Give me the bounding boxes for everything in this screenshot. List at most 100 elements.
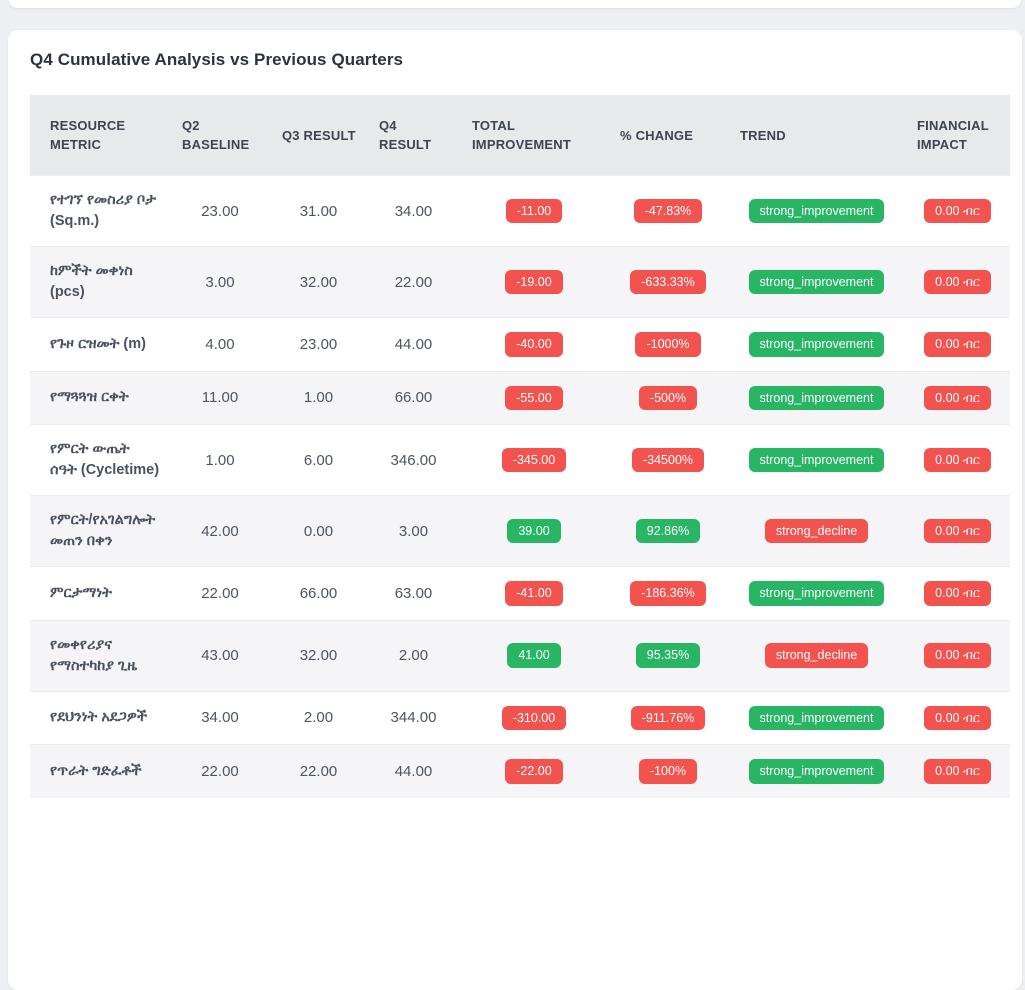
table-row: የማጓጓዝ ርቀት 11.00 1.00 66.00 -55.00 -500% …: [30, 371, 1010, 425]
financial-impact-badge: 0.00 ብር: [924, 332, 991, 357]
improvement-badge: -40.00: [505, 332, 563, 357]
table-row: የምርት/የአገልግሎት መጠን በቀን 42.00 0.00 3.00 39.…: [30, 495, 1010, 567]
trend-badge: strong_improvement: [748, 705, 885, 730]
q2-baseline-cell: 1.00: [205, 451, 235, 469]
trend-badge: strong_improvement: [748, 332, 885, 357]
q2-baseline-cell: 3.00: [205, 273, 235, 291]
percent-change-badge: -911.76%: [630, 705, 706, 730]
table-row: የጥራት ግድፈቶች 22.00 22.00 44.00 -22.00 -100…: [30, 744, 1010, 798]
improvement-badge: -41.00: [505, 581, 563, 606]
metric-cell: የደህንነት አደጋዎች: [50, 709, 148, 726]
q4-result-cell: 344.00: [390, 709, 437, 727]
financial-impact-badge: 0.00 ብር: [924, 581, 991, 606]
q2-baseline-cell: 22.00: [201, 584, 239, 602]
financial-impact-badge: 0.00 ብር: [924, 759, 991, 784]
improvement-badge: -55.00: [505, 385, 563, 410]
q4-result-cell: 22.00: [394, 273, 433, 291]
column-header: Q4 RESULT: [379, 118, 432, 152]
metric-cell: የምርት ውጤት ሰዓት (Cycletime): [50, 441, 160, 478]
analysis-card: Q4 Cumulative Analysis vs Previous Quart…: [8, 30, 1022, 990]
metric-cell: የምርት/የአገልግሎት መጠን በቀን: [50, 512, 156, 549]
q4-result-cell: 346.00: [390, 451, 437, 469]
improvement-badge: 39.00: [507, 518, 561, 544]
improvement-badge: -345.00: [501, 447, 567, 473]
q2-baseline-cell: 4.00: [205, 335, 235, 353]
table-row: የጉዞ ርዝመት (m) 4.00 23.00 44.00 -40.00 -10…: [30, 317, 1010, 372]
percent-change-badge: -633.33%: [630, 269, 706, 295]
metric-cell: ከምችት መቀነስ (pcs): [50, 263, 133, 300]
column-header: Q3 RESULT: [282, 127, 356, 143]
percent-change-badge: -34500%: [631, 447, 705, 473]
trend-badge: strong_decline: [764, 643, 869, 668]
improvement-badge: -11.00: [505, 198, 563, 224]
trend-badge: strong_improvement: [748, 385, 885, 410]
improvement-badge: 41.00: [507, 643, 561, 668]
financial-impact-badge: 0.00 ብር: [924, 198, 991, 224]
q3-result-cell: 1.00: [303, 389, 334, 407]
table-row: የተገኘ የመስሪያ ቦታ (Sq.m.) 23.00 31.00 34.00 …: [30, 175, 1010, 247]
percent-change-badge: -500%: [638, 385, 698, 410]
metric-cell: የጉዞ ርዝመት (m): [50, 335, 146, 352]
table-row: የመቀየሪያና የማስተካከያ ጊዜ 43.00 32.00 2.00 41.0…: [30, 620, 1010, 691]
metric-cell: የማጓጓዝ ርቀት: [50, 389, 129, 406]
column-header: TOTAL IMPROVEMENT: [472, 118, 571, 152]
q3-result-cell: 32.00: [299, 273, 338, 291]
metric-cell: የተገኘ የመስሪያ ቦታ (Sq.m.): [50, 192, 157, 229]
q3-result-cell: 22.00: [299, 762, 338, 780]
trend-badge: strong_improvement: [748, 269, 885, 295]
trend-badge: strong_improvement: [748, 447, 885, 473]
financial-impact-badge: 0.00 ብር: [924, 518, 991, 544]
improvement-badge: -22.00: [505, 759, 563, 784]
q2-baseline-cell: 34.00: [201, 709, 239, 727]
trend-badge: strong_decline: [764, 518, 869, 544]
trend-badge: strong_improvement: [748, 759, 885, 784]
q4-result-cell: 44.00: [394, 762, 433, 780]
q2-baseline-cell: 42.00: [201, 522, 239, 540]
financial-impact-badge: 0.00 ብር: [924, 643, 991, 668]
page-title: Q4 Cumulative Analysis vs Previous Quart…: [30, 50, 404, 69]
percent-change-badge: 95.35%: [635, 643, 701, 668]
column-header: TREND: [740, 127, 786, 143]
q3-result-cell: 6.00: [303, 451, 334, 469]
metric-cell: የጥራት ግድፈቶች: [50, 762, 142, 779]
q4-result-cell: 3.00: [398, 522, 429, 540]
q4-result-cell: 44.00: [394, 335, 433, 353]
q3-result-cell: 32.00: [299, 647, 338, 664]
percent-change-badge: -100%: [638, 759, 698, 784]
improvement-badge: -310.00: [501, 705, 567, 730]
cumulative-analysis-table: RESOURCE METRIC Q2 BASELINE Q3 RESULT Q4 RE…: [30, 95, 1010, 798]
q2-baseline-cell: 23.00: [201, 202, 239, 220]
metric-cell: የመቀየሪያና የማስተካከያ ጊዜ: [50, 636, 138, 674]
q3-result-cell: 66.00: [299, 584, 338, 602]
percent-change-badge: -47.83%: [633, 198, 703, 224]
q2-baseline-cell: 43.00: [201, 647, 239, 664]
q3-result-cell: 23.00: [299, 335, 338, 353]
q2-baseline-cell: 11.00: [201, 389, 239, 407]
percent-change-badge: -186.36%: [630, 581, 706, 606]
table-row: ምርታማነት 22.00 66.00 63.00 -41.00 -186.36%…: [30, 566, 1010, 621]
q4-result-cell: 2.00: [398, 647, 429, 664]
improvement-badge: -19.00: [505, 269, 563, 295]
previous-card-bottom-edge: [8, 0, 1022, 8]
q3-result-cell: 0.00: [303, 522, 334, 540]
table-row: ከምችት መቀነስ (pcs) 3.00 32.00 22.00 -19.00 …: [30, 246, 1010, 318]
financial-impact-badge: 0.00 ብር: [924, 447, 991, 473]
q4-result-cell: 66.00: [394, 389, 433, 407]
metric-cell: ምርታማነት: [50, 584, 112, 601]
column-header: FINANCIAL IMPACT: [917, 118, 989, 152]
table-header: RESOURCE METRIC Q2 BASELINE Q3 RESULT Q4 RE…: [30, 95, 1010, 176]
q3-result-cell: 31.00: [299, 202, 338, 220]
q4-result-cell: 63.00: [394, 584, 433, 602]
financial-impact-badge: 0.00 ብር: [924, 705, 991, 730]
q3-result-cell: 2.00: [303, 709, 334, 727]
trend-badge: strong_improvement: [748, 198, 885, 224]
q4-result-cell: 34.00: [394, 202, 433, 220]
column-header: RESOURCE METRIC: [50, 118, 126, 152]
financial-impact-badge: 0.00 ብር: [924, 385, 991, 410]
table-row: የምርት ውጤት ሰዓት (Cycletime) 1.00 6.00 346.0…: [30, 424, 1010, 496]
table-body: የተገኘ የመስሪያ ቦታ (Sq.m.) 23.00 31.00 34.00 …: [30, 175, 1010, 798]
financial-impact-badge: 0.00 ብር: [924, 269, 991, 295]
trend-badge: strong_improvement: [748, 581, 885, 606]
column-header: Q2 BASELINE: [182, 118, 250, 152]
q2-baseline-cell: 22.00: [201, 762, 239, 780]
